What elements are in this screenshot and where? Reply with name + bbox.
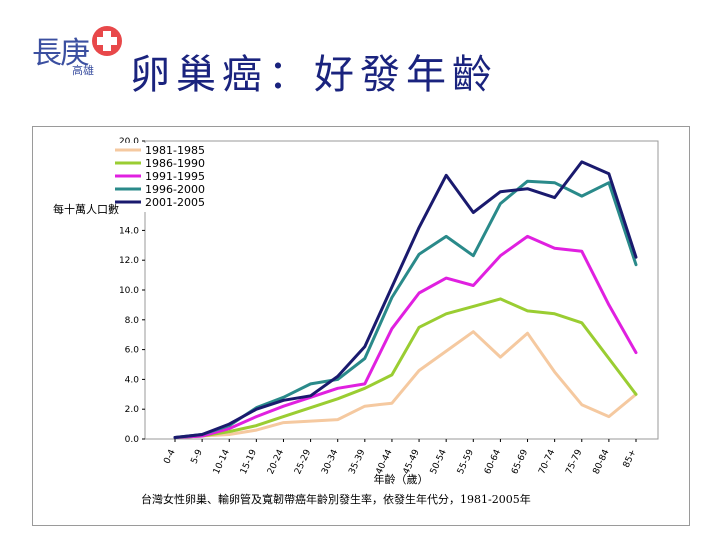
y-tick-label: 0.0 bbox=[125, 435, 140, 445]
x-tick-label: 0-4 bbox=[162, 448, 177, 466]
x-tick-label: 15-19 bbox=[239, 448, 259, 476]
logo-subtitle: 高雄 bbox=[72, 64, 94, 77]
x-tick-label: 20-24 bbox=[266, 448, 286, 476]
x-axis-label: 年齡（歲） bbox=[374, 472, 429, 486]
legend-entry: 1996-2000 bbox=[145, 183, 205, 196]
logo-name: 長庚 bbox=[32, 36, 90, 71]
y-tick-label: 20.0 bbox=[119, 137, 139, 147]
chart-frame: 0.02.04.06.08.010.012.014.016.018.020.00… bbox=[32, 126, 690, 526]
x-tick-label: 85+ bbox=[622, 448, 639, 469]
series-line-1981-1985 bbox=[173, 330, 638, 439]
y-tick-label: 6.0 bbox=[125, 346, 140, 356]
x-tick-label: 60-64 bbox=[483, 448, 503, 476]
page-title: 卵巢癌：好發年齡 bbox=[130, 52, 498, 98]
series-line-1991-1995 bbox=[173, 234, 638, 439]
series-line-2001-2005 bbox=[173, 160, 638, 439]
y-tick-label: 4.0 bbox=[125, 375, 140, 385]
x-tick-label: 25-29 bbox=[293, 448, 313, 476]
legend-entry: 1991-1995 bbox=[145, 170, 205, 183]
x-tick-label: 30-34 bbox=[320, 448, 340, 476]
y-tick-label: 12.0 bbox=[119, 256, 139, 266]
y-tick-label: 10.0 bbox=[119, 286, 139, 296]
y-tick-label: 14.0 bbox=[119, 226, 139, 236]
x-tick-label: 70-74 bbox=[537, 448, 557, 476]
x-tick-label: 80-84 bbox=[591, 448, 611, 476]
plot-area bbox=[144, 140, 659, 440]
cross-icon bbox=[92, 26, 122, 56]
y-axis-label: 每十萬人口數 bbox=[53, 202, 119, 216]
y-tick-label: 8.0 bbox=[125, 316, 140, 326]
legend-entry: 2001-2005 bbox=[145, 196, 205, 209]
x-tick-label: 40-44 bbox=[375, 448, 395, 476]
line-chart: 0.02.04.06.08.010.012.014.016.018.020.00… bbox=[53, 137, 659, 506]
x-tick-label: 50-54 bbox=[429, 448, 449, 476]
legend-entry: 1986-1990 bbox=[145, 157, 205, 170]
x-tick-label: 55-59 bbox=[456, 448, 476, 476]
x-tick-label: 65-69 bbox=[510, 448, 530, 476]
chart-caption: 台灣女性卵巢、輸卵管及寬韌帶癌年齡別發生率，依發生年代分，1981-2005年 bbox=[141, 492, 531, 506]
x-tick-label: 45-49 bbox=[402, 448, 422, 476]
series-line-1986-1990 bbox=[173, 297, 638, 439]
y-tick-label: 2.0 bbox=[125, 405, 140, 415]
x-tick-label: 5-9 bbox=[190, 448, 205, 466]
x-tick-label: 10-14 bbox=[212, 448, 232, 476]
x-tick-label: 75-79 bbox=[564, 448, 584, 476]
hospital-logo: 長庚 高雄 bbox=[14, 12, 124, 77]
x-tick-label: 35-39 bbox=[347, 448, 367, 476]
legend-entry: 1981-1985 bbox=[145, 144, 205, 157]
